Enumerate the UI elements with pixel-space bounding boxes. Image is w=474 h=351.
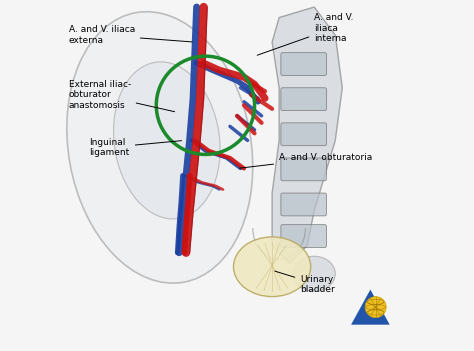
Text: A. and V.
iliaca
interna: A. and V. iliaca interna <box>257 13 354 55</box>
Ellipse shape <box>234 237 311 297</box>
Text: A. and V. iliaca
externa: A. and V. iliaca externa <box>69 25 192 45</box>
Ellipse shape <box>67 12 253 283</box>
Polygon shape <box>351 290 390 325</box>
FancyBboxPatch shape <box>281 53 327 75</box>
Ellipse shape <box>293 256 335 291</box>
Polygon shape <box>272 7 342 263</box>
Text: External iliac-
obturator
anastomosis: External iliac- obturator anastomosis <box>69 80 174 112</box>
FancyBboxPatch shape <box>281 88 327 111</box>
FancyBboxPatch shape <box>281 158 327 181</box>
Text: Inguinal
ligament: Inguinal ligament <box>90 138 182 157</box>
FancyBboxPatch shape <box>281 225 327 247</box>
Circle shape <box>365 297 386 318</box>
FancyBboxPatch shape <box>281 123 327 146</box>
FancyBboxPatch shape <box>281 193 327 216</box>
Text: Urinary
bladder: Urinary bladder <box>275 271 335 294</box>
Text: A. and V. obturatoria: A. and V. obturatoria <box>240 153 373 168</box>
Ellipse shape <box>113 62 220 219</box>
